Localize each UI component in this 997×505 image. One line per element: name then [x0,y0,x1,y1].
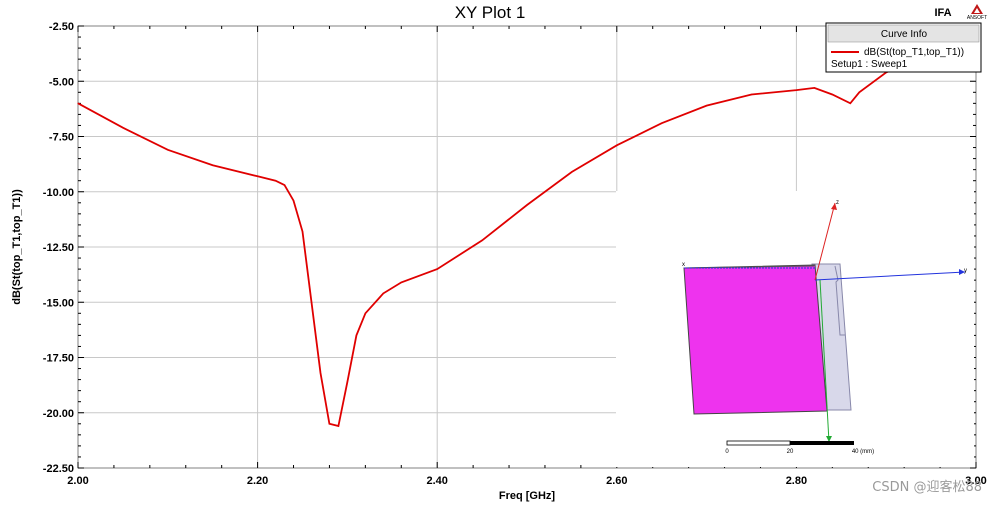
y-tick-label: -20.00 [43,408,74,420]
y-axis-arrowhead-icon [959,269,965,275]
x-axis-label: Freq [GHz] [499,490,556,502]
y-tick-label: -15.00 [43,297,74,309]
data-point [831,93,833,96]
data-point [750,93,753,96]
ansoft-logo-icon: ANSOFT [967,4,987,21]
legend-header [827,24,980,43]
project-label: IFA [934,7,951,19]
data-point [319,372,322,374]
plot-title: XY Plot 1 [455,3,526,22]
x-axis-arrowhead-icon [826,436,832,442]
data-point [526,204,528,206]
feed-line [834,265,845,336]
x-tick-label: 2.60 [606,475,627,487]
scale-label-20: 20 [787,449,794,455]
data-point [436,268,438,270]
legend-entry: dB(St(top_T1,top_T1)) [864,47,964,58]
radiating-patch [683,264,828,415]
data-point [310,301,313,303]
data-point [292,200,295,202]
watermark: CSDN @迎客松88 [872,479,982,495]
y-tick-label: -2.50 [49,21,74,33]
data-point [400,281,402,283]
scale-label-0: 0 [725,449,729,455]
data-point [301,230,304,233]
data-point [122,127,124,129]
data-point [77,102,79,104]
data-point [616,144,618,146]
series-line-s11 [77,36,977,428]
scale-bar-black [790,441,854,445]
data-point [328,423,330,425]
y-axis-label: dB(St(top_T1,top_T1)) [11,189,23,305]
data-point [706,105,708,107]
x-tick-label: 2.80 [786,475,807,487]
data-point [275,180,277,182]
z-axis-arrow [814,202,836,281]
data-point [283,184,286,186]
scale-label-40: 40 (mm) [852,449,874,455]
data-point [364,312,366,314]
legend-setup: Setup1 : Sweep1 [831,59,908,70]
logo-text: ANSOFT [967,15,987,21]
y-tick-label: -22.50 [43,463,74,475]
data-point [661,122,663,124]
y-tick-label: -5.00 [49,76,74,88]
y-tick-label: -12.50 [43,242,74,254]
x-tick-label: 3.00 [965,475,986,487]
x-axis-arrow [819,279,830,443]
x-tick-label: 2.20 [247,475,268,487]
data-point [571,171,573,173]
x-tick-labels: 2.00 2.20 2.40 2.60 2.80 3.00 [67,475,986,487]
x-tick-label: 2.40 [426,475,447,487]
data-point [382,292,384,294]
data-point [346,381,348,383]
legend-title: Curve Info [881,29,928,40]
y-tick-label: -10.00 [43,187,74,199]
data-point [212,164,214,166]
y-axis-arrow [814,271,966,281]
data-point [481,239,483,241]
data-point [257,175,259,177]
data-point [849,102,851,104]
x-tick-label: 2.00 [67,475,88,487]
data-point [813,87,816,89]
data-point [858,91,860,93]
model-inset: z y x 0 20 40 (mm) [616,191,974,467]
x-axis-letter: x [682,262,685,268]
data-point [167,149,169,151]
z-axis-arrowhead-icon [831,203,837,210]
y-tick-labels: -2.50 -5.00 -7.50 -10.00 -12.50 -15.00 -17.50 -… [43,21,74,475]
y-axis-letter: y [964,268,967,274]
data-point [337,425,339,427]
data-point [795,89,798,91]
scale-bar-white [726,440,791,446]
y-tick-label: -7.50 [49,132,74,144]
data-point [355,334,357,336]
legend[interactable]: Curve Info dB(St(top_T1,top_T1)) Setup1 … [825,22,982,73]
y-tick-label: -17.50 [43,353,74,365]
z-axis-letter: z [836,200,839,206]
